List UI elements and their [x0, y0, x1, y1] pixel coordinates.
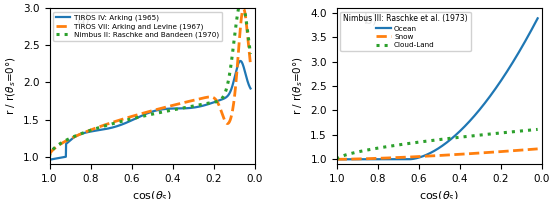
Ocean — [345, 158, 352, 160]
Ocean — [461, 125, 468, 128]
Ocean — [455, 131, 462, 134]
Snow — [461, 153, 468, 155]
TIROS IV: Arking (1965): (0.431, 1.64): Arking (1965): (0.431, 1.64) — [163, 108, 169, 110]
TIROS VII: Arking and Levine (1967): (0.405, 1.69): Arking and Levine (1967): (0.405, 1.69) — [168, 104, 175, 107]
Nimbus II: Raschke and Bandeen (1970): (0.376, 1.64): Raschke and Bandeen (1970): (0.376, 1.64… — [174, 108, 181, 110]
Snow — [507, 150, 513, 152]
TIROS VII: Arking and Levine (1967): (1, 1.02): Arking and Levine (1967): (1, 1.02) — [46, 154, 53, 156]
TIROS VII: Arking and Levine (1967): (0.0543, 2.99): Arking and Levine (1967): (0.0543, 2.99) — [240, 7, 247, 10]
Ocean — [535, 17, 541, 20]
Line: Cloud-Land: Cloud-Land — [337, 129, 538, 159]
Snow — [455, 153, 462, 156]
Line: TIROS IV: Arking (1965): TIROS IV: Arking (1965) — [50, 61, 250, 160]
Snow — [450, 153, 456, 156]
Nimbus II: Raschke and Bandeen (1970): (0.0642, 3.09): Raschke and Bandeen (1970): (0.0642, 3.0… — [238, 0, 245, 2]
Ocean — [333, 158, 340, 160]
TIROS VII: Arking and Levine (1967): (0.94, 1.18): Arking and Levine (1967): (0.94, 1.18) — [58, 142, 65, 144]
Nimbus II: Raschke and Bandeen (1970): (0.02, 2.38): Raschke and Bandeen (1970): (0.02, 2.38) — [247, 53, 254, 55]
TIROS IV: Arking (1965): (1, 0.96): Arking (1965): (1, 0.96) — [46, 159, 53, 161]
Nimbus II: Raschke and Bandeen (1970): (1, 1): Raschke and Bandeen (1970): (1, 1) — [46, 156, 53, 158]
Text: a): a) — [76, 13, 90, 27]
Ocean — [486, 96, 492, 99]
Legend: Ocean, Snow, Cloud-Land: Ocean, Snow, Cloud-Land — [340, 12, 471, 51]
TIROS IV: Arking (1965): (0.257, 1.68): Arking (1965): (0.257, 1.68) — [199, 105, 205, 107]
TIROS VII: Arking and Levine (1967): (0.257, 1.79): Arking and Levine (1967): (0.257, 1.79) — [199, 97, 205, 100]
Nimbus II: Raschke and Bandeen (1970): (0.405, 1.63): Raschke and Bandeen (1970): (0.405, 1.63… — [168, 109, 175, 111]
Nimbus II: Raschke and Bandeen (1970): (0.156, 1.79): Raschke and Bandeen (1970): (0.156, 1.79… — [219, 97, 226, 99]
Y-axis label: r / r($\theta_s$=0°): r / r($\theta_s$=0°) — [291, 57, 305, 115]
Cloud-Land — [450, 137, 456, 139]
TIROS VII: Arking and Levine (1967): (0.02, 2.24): Arking and Levine (1967): (0.02, 2.24) — [247, 63, 254, 66]
Y-axis label: r / r($\theta_s$=0°): r / r($\theta_s$=0°) — [4, 57, 18, 115]
X-axis label: $\cos(\theta_s)$: $\cos(\theta_s)$ — [132, 189, 172, 199]
Nimbus II: Raschke and Bandeen (1970): (0.431, 1.61): Raschke and Bandeen (1970): (0.431, 1.61… — [163, 110, 169, 112]
Line: Ocean: Ocean — [337, 18, 538, 159]
TIROS IV: Arking (1965): (0.376, 1.65): Arking (1965): (0.376, 1.65) — [174, 107, 181, 110]
Cloud-Land — [486, 133, 492, 135]
TIROS IV: Arking (1965): (0.94, 0.99): Arking (1965): (0.94, 0.99) — [58, 156, 65, 159]
Cloud-Land — [345, 153, 352, 155]
Nimbus II: Raschke and Bandeen (1970): (0.257, 1.7): Raschke and Bandeen (1970): (0.257, 1.7) — [199, 103, 205, 106]
TIROS IV: Arking (1965): (0.156, 1.77): Arking (1965): (0.156, 1.77) — [219, 98, 226, 100]
Nimbus II: Raschke and Bandeen (1970): (0.94, 1.19): Raschke and Bandeen (1970): (0.94, 1.19) — [58, 141, 65, 144]
Cloud-Land — [461, 136, 468, 138]
Ocean — [450, 136, 456, 138]
Cloud-Land — [333, 158, 340, 160]
Snow — [345, 158, 352, 160]
TIROS VII: Arking and Levine (1967): (0.156, 1.56): Arking and Levine (1967): (0.156, 1.56) — [219, 114, 226, 116]
Snow — [486, 151, 492, 154]
TIROS IV: Arking (1965): (0.0691, 2.29): Arking (1965): (0.0691, 2.29) — [237, 60, 244, 62]
Legend: TIROS IV: Arking (1965), TIROS VII: Arking and Levine (1967), Nimbus II: Raschke: TIROS IV: Arking (1965), TIROS VII: Arki… — [53, 12, 222, 41]
Text: b): b) — [364, 13, 377, 27]
Cloud-Land — [535, 128, 541, 131]
Snow — [535, 148, 541, 150]
Line: Snow: Snow — [337, 149, 538, 159]
Line: TIROS VII: Arking and Levine (1967): TIROS VII: Arking and Levine (1967) — [50, 9, 250, 155]
Cloud-Land — [455, 136, 462, 139]
Ocean — [507, 66, 513, 68]
TIROS IV: Arking (1965): (0.02, 1.92): Arking (1965): (0.02, 1.92) — [247, 87, 254, 90]
Line: Nimbus II: Raschke and Bandeen (1970): Nimbus II: Raschke and Bandeen (1970) — [50, 1, 250, 157]
Snow — [333, 158, 340, 160]
TIROS VII: Arking and Levine (1967): (0.431, 1.67): Arking and Levine (1967): (0.431, 1.67) — [163, 106, 169, 108]
X-axis label: $\cos(\theta_s)$: $\cos(\theta_s)$ — [419, 189, 459, 199]
Cloud-Land — [507, 131, 513, 133]
TIROS VII: Arking and Levine (1967): (0.376, 1.71): Arking and Levine (1967): (0.376, 1.71) — [174, 103, 181, 105]
TIROS IV: Arking (1965): (0.405, 1.65): Arking (1965): (0.405, 1.65) — [168, 107, 175, 110]
